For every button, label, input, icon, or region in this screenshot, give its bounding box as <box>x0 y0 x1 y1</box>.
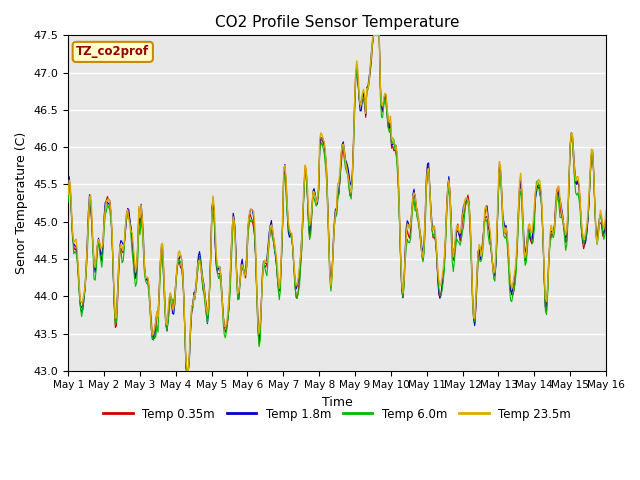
X-axis label: Time: Time <box>322 396 353 409</box>
Y-axis label: Senor Temperature (C): Senor Temperature (C) <box>15 132 28 274</box>
Title: CO2 Profile Sensor Temperature: CO2 Profile Sensor Temperature <box>215 15 460 30</box>
Legend: Temp 0.35m, Temp 1.8m, Temp 6.0m, Temp 23.5m: Temp 0.35m, Temp 1.8m, Temp 6.0m, Temp 2… <box>99 403 575 425</box>
Text: TZ_co2prof: TZ_co2prof <box>76 46 149 59</box>
